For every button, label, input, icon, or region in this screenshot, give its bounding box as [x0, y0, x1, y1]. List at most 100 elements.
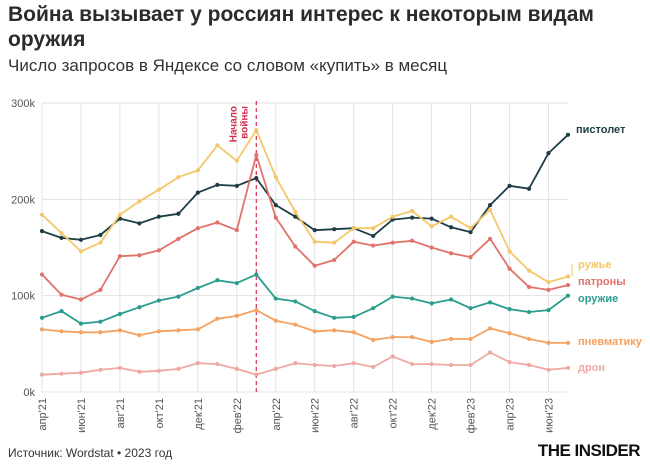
data-point-пистолет: [449, 225, 454, 230]
data-point-пистолет: [273, 203, 278, 208]
war-start-label: войны: [239, 106, 250, 139]
source-note: Источник: Wordstat • 2023 год: [8, 446, 173, 460]
data-point-оружие: [195, 285, 200, 291]
data-point-пневматику: [117, 328, 123, 333]
data-point-ружье: [176, 175, 181, 180]
x-tick-label: окт'22: [388, 398, 400, 428]
data-point-пневматику: [39, 327, 45, 332]
y-tick-label: 200k: [11, 194, 35, 206]
data-point-оружие: [332, 315, 337, 320]
data-point-пистолет: [390, 217, 395, 222]
data-point-пистолет: [195, 190, 200, 195]
data-point-дрон: [59, 371, 64, 376]
data-point-дрон: [429, 361, 434, 367]
data-point-патроны: [332, 257, 337, 263]
data-point-ружье: [254, 127, 259, 133]
data-point-ружье: [429, 224, 434, 229]
data-point-пневматику: [565, 340, 571, 345]
data-point-пистолет: [565, 132, 571, 137]
data-point-ружье: [156, 187, 161, 192]
data-point-ружье: [526, 268, 532, 273]
data-point-дрон: [254, 372, 259, 377]
data-point-ружье: [117, 212, 123, 217]
data-point-пистолет: [487, 203, 493, 208]
data-point-пистолет: [507, 183, 512, 188]
data-point-пистолет: [312, 228, 317, 233]
data-point-пневматику: [78, 330, 84, 335]
data-point-патроны: [410, 238, 415, 243]
data-point-оружие: [156, 298, 161, 303]
data-point-патроны: [39, 272, 45, 277]
data-point-оружие: [215, 278, 220, 283]
series-label-ружье: ружье: [578, 259, 612, 271]
x-tick-label: дек'21: [193, 398, 205, 430]
data-point-ружье: [195, 168, 200, 173]
data-point-дрон: [293, 361, 298, 366]
data-point-оружие: [254, 272, 259, 277]
series-label-пистолет: пистолет: [576, 124, 626, 136]
data-point-пневматику: [526, 336, 532, 342]
publisher-logo: THE INSIDER: [537, 441, 641, 460]
data-point-ружье: [234, 158, 239, 163]
data-point-пневматику: [215, 316, 220, 321]
data-point-пистолет: [293, 214, 298, 219]
y-tick-label: 300k: [11, 98, 35, 110]
data-point-ружье: [487, 207, 493, 213]
data-point-оружие: [39, 315, 45, 320]
data-point-ружье: [410, 208, 415, 213]
data-point-дрон: [371, 364, 376, 370]
data-point-ружье: [546, 280, 551, 285]
data-point-пневматику: [390, 334, 395, 340]
data-point-оружие: [507, 307, 512, 312]
data-point-пистолет: [176, 211, 181, 216]
data-point-оружие: [234, 281, 239, 286]
data-point-патроны: [565, 282, 571, 288]
data-point-ружье: [273, 175, 278, 180]
series-line-патроны: [41, 154, 569, 301]
data-point-патроны: [526, 284, 532, 290]
x-tick-label: окт'21: [154, 398, 166, 428]
data-point-дрон: [117, 365, 123, 371]
data-point-оружие: [176, 294, 181, 299]
data-point-оружие: [371, 306, 376, 311]
series-label-пневматику: пневматику: [578, 336, 643, 348]
data-point-пистолет: [332, 227, 337, 232]
data-point-пневматику: [312, 329, 317, 334]
data-point-пневматику: [195, 327, 200, 332]
series-line-ружье: [41, 129, 569, 284]
data-point-патроны: [312, 263, 317, 268]
data-point-дрон: [195, 361, 200, 366]
data-point-пистолет: [468, 229, 473, 235]
data-point-патроны: [117, 254, 123, 259]
data-point-оружие: [351, 314, 356, 319]
data-point-дрон: [468, 362, 473, 368]
data-point-пистолет: [39, 229, 45, 234]
data-point-дрон: [137, 369, 142, 374]
data-point-ружье: [468, 226, 473, 231]
series-line-оружие: [41, 273, 569, 325]
data-point-патроны: [468, 255, 473, 260]
data-point-пневматику: [137, 333, 142, 338]
data-point-дрон: [273, 366, 278, 371]
y-tick-label: 100k: [11, 291, 35, 303]
data-point-дрон: [156, 368, 161, 373]
data-point-патроны: [195, 226, 200, 231]
data-point-оружие: [487, 300, 493, 305]
data-point-пистолет: [371, 233, 376, 239]
series-line-пистолет: [41, 134, 569, 241]
series-label-оружие: оружие: [578, 293, 618, 305]
x-tick-label: июн'23: [544, 398, 556, 433]
data-point-дрон: [487, 350, 493, 355]
data-point-ружье: [78, 249, 84, 254]
data-point-ружье: [351, 226, 356, 231]
data-point-пистолет: [98, 232, 103, 238]
data-point-пистолет: [429, 216, 434, 221]
data-point-дрон: [176, 366, 181, 371]
data-point-пистолет: [215, 182, 220, 187]
data-point-пневматику: [546, 340, 551, 345]
data-point-патроны: [390, 240, 395, 245]
data-point-патроны: [429, 245, 434, 250]
data-point-ружье: [507, 249, 512, 254]
data-point-патроны: [176, 236, 181, 241]
